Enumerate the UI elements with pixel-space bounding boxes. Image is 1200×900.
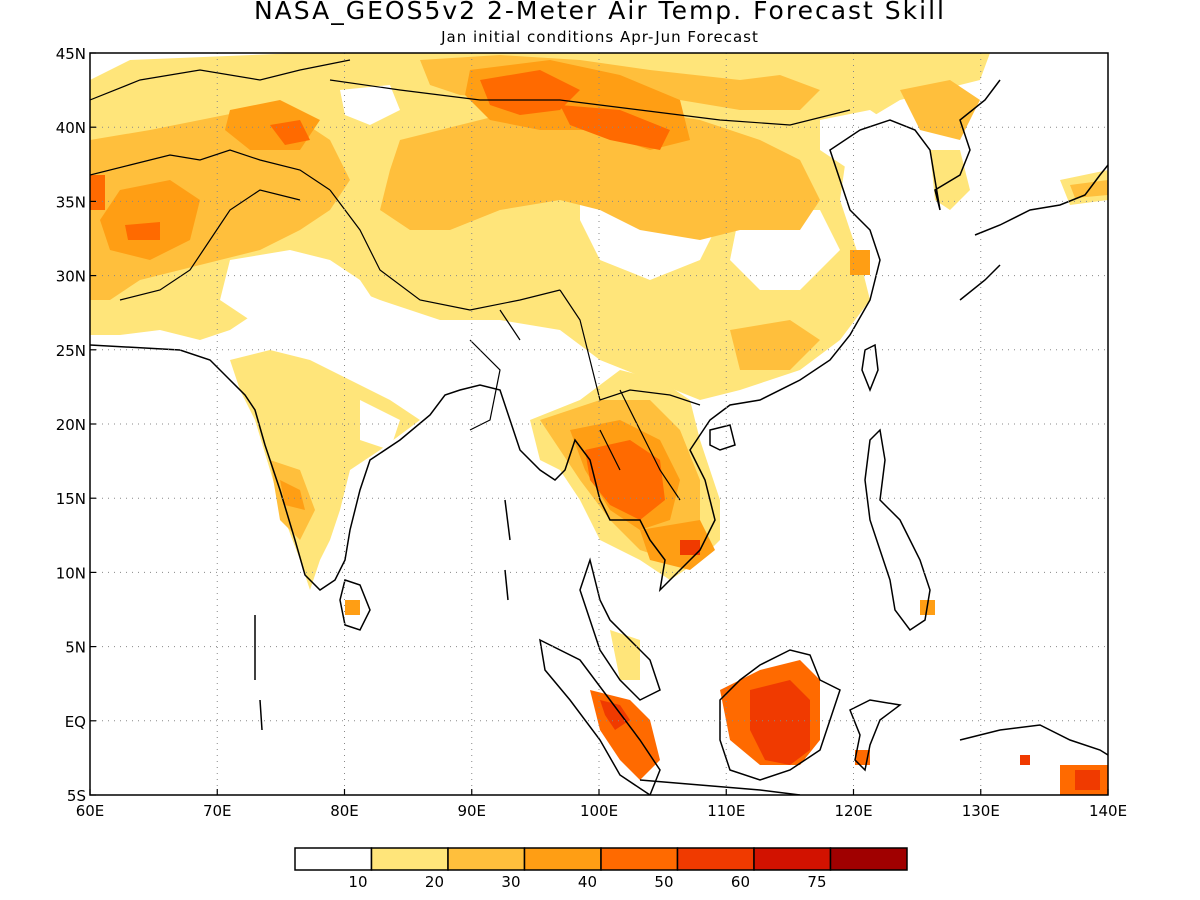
coastline-hainan (709, 424, 736, 451)
coastline-andaman (504, 499, 511, 601)
tick-label-lat: 15N (56, 490, 86, 508)
tick-label-lon: 90E (457, 802, 486, 820)
axis-ticks: 60E 70E 80E 90E 100E 110E 120E 130E 140E 45N 40N 35… (56, 45, 1127, 820)
tick-label-lat: 35N (56, 193, 86, 211)
colorbar-label: 50 (654, 873, 673, 891)
map-gridlines (90, 53, 1108, 795)
coastline-sumatra (539, 638, 661, 795)
coastline-taiwan (861, 343, 879, 393)
colorbar-swatch (829, 847, 908, 871)
colorbar-label: 40 (578, 873, 597, 891)
coastline-malay-peninsula (579, 557, 661, 701)
colorbar-swatch (523, 847, 602, 871)
map-title: NASA_GEOS5v2 2-Meter Air Temp. Forecast … (253, 0, 946, 25)
coastlines (90, 79, 1108, 795)
tick-label-lon: 140E (1089, 802, 1127, 820)
colorbar-label: 75 (807, 873, 826, 891)
tick-label-lon: 130E (962, 802, 1000, 820)
colorbar-swatch (600, 847, 679, 871)
tick-label-lat: 20N (56, 416, 86, 434)
colorbar-swatch (370, 847, 449, 871)
coastline-sulawesi (849, 699, 902, 772)
tick-label-lon: 60E (76, 802, 105, 820)
tick-label-lat: 10N (56, 564, 86, 582)
tick-label-lat: EQ (65, 713, 86, 731)
colorbar-label: 10 (348, 873, 367, 891)
skill-region-korea-japan (930, 150, 1108, 210)
skill-region-india (230, 350, 420, 590)
tick-label-lat: 5S (67, 787, 86, 805)
colorbar-swatch (294, 847, 373, 871)
colorbar-label: 30 (501, 873, 520, 891)
tick-label-lat: 25N (56, 342, 86, 360)
coastline-japan (959, 164, 1108, 301)
coastline-maldives (254, 615, 263, 731)
tick-label-lon: 100E (580, 802, 618, 820)
tick-label-lat: 40N (56, 119, 86, 137)
tick-label-lon: 110E (707, 802, 745, 820)
tick-label-lon: 70E (203, 802, 232, 820)
coastline-sri-lanka (339, 579, 371, 631)
map-subtitle: Jan initial conditions Apr-Jun Forecast (441, 28, 759, 46)
coastline-java (639, 779, 801, 795)
colorbar-label: 20 (425, 873, 444, 891)
colorbar-label: 60 (731, 873, 750, 891)
coastline-arabian-sea-india (90, 79, 1001, 593)
colorbar: 10 20 30 40 50 60 75 (294, 847, 908, 891)
coastline-new-guinea (959, 724, 1108, 756)
tick-label-lon: 120E (834, 802, 872, 820)
tick-label-lat: 5N (65, 639, 86, 657)
tick-label-lat: 45N (56, 45, 86, 63)
skill-shading (90, 53, 1108, 795)
tick-label-lat: 30N (56, 268, 86, 286)
country-borders (90, 59, 851, 501)
colorbar-swatch (676, 847, 755, 871)
tick-label-lon: 80E (330, 802, 359, 820)
coastline-philippines (864, 428, 931, 632)
colorbar-swatch (753, 847, 832, 871)
colorbar-swatch (447, 847, 526, 871)
coastline-borneo (719, 649, 841, 781)
